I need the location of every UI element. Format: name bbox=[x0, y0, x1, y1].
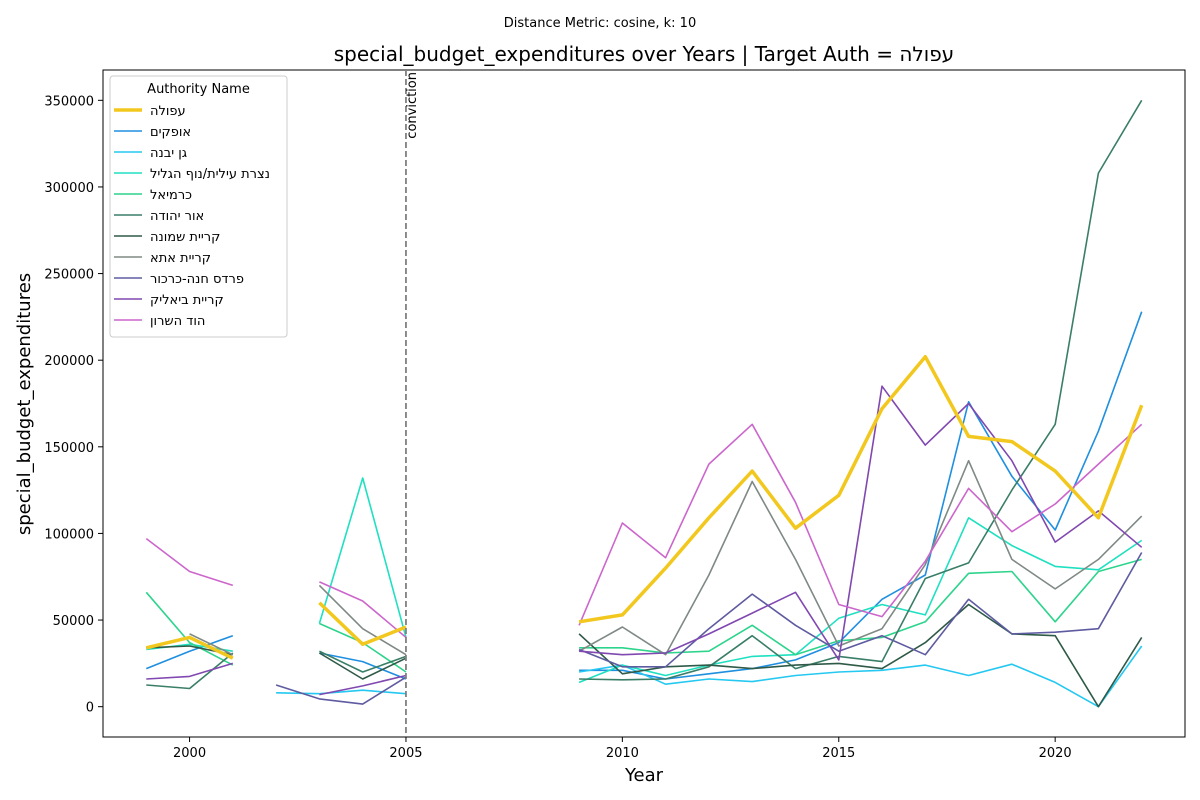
legend-label: פרדס חנה-כרכור bbox=[150, 272, 244, 287]
series-line bbox=[578, 645, 1143, 708]
series-line bbox=[276, 689, 407, 695]
legend-label: נצרת עילית/נוף הגליל bbox=[150, 167, 270, 182]
chart-suptitle: Distance Metric: cosine, k: 10 bbox=[504, 16, 696, 31]
y-axis: 0 50000 100000 150000 200000 250000 300000 3500… bbox=[44, 94, 103, 716]
series-line bbox=[318, 477, 407, 638]
series-line bbox=[579, 558, 1142, 656]
series-line bbox=[319, 581, 407, 639]
x-tick-label: 2015 bbox=[822, 746, 855, 761]
legend-label: הוד השרון bbox=[150, 314, 205, 329]
series-line bbox=[319, 674, 407, 696]
legend-label: כרמיאל bbox=[150, 188, 192, 203]
series-line bbox=[145, 591, 234, 666]
series-line bbox=[578, 552, 1143, 668]
series-line bbox=[275, 676, 407, 705]
series-line bbox=[578, 459, 1143, 656]
series-line bbox=[578, 603, 1143, 708]
legend-label: גן יבנה bbox=[150, 146, 187, 161]
series-line bbox=[145, 537, 234, 587]
y-tick-label: 250000 bbox=[44, 268, 94, 283]
series-line bbox=[579, 385, 1143, 661]
y-tick-label: 300000 bbox=[44, 181, 94, 196]
chart-title: special_budget_expenditures over Years |… bbox=[334, 42, 954, 66]
y-tick-label: 50000 bbox=[53, 614, 94, 629]
legend-label: אופקים bbox=[150, 125, 191, 140]
x-tick-label: 2010 bbox=[606, 746, 639, 761]
series-line bbox=[578, 423, 1143, 626]
y-tick-label: 100000 bbox=[44, 527, 94, 542]
series-line bbox=[189, 633, 234, 656]
x-tick-label: 2005 bbox=[389, 746, 422, 761]
series-line bbox=[146, 652, 234, 690]
legend-box bbox=[109, 75, 288, 338]
y-tick-label: 350000 bbox=[44, 94, 94, 109]
legend: Authority Name עפולה אופקים גן יבנה נצרת עיל… bbox=[109, 75, 288, 338]
series-line bbox=[145, 635, 234, 660]
plot-frame bbox=[102, 69, 1186, 738]
series-line bbox=[579, 311, 1143, 680]
legend-label: קריית שמונה bbox=[150, 230, 220, 245]
x-axis: 2000 2005 2010 2015 2020 bbox=[173, 737, 1072, 761]
series-line bbox=[146, 634, 234, 670]
series-line bbox=[579, 99, 1143, 681]
series-line bbox=[578, 354, 1144, 624]
x-tick-label: 2020 bbox=[1039, 746, 1072, 761]
legend-label: אור יהודה bbox=[150, 209, 204, 224]
series-line bbox=[319, 652, 407, 680]
series-line bbox=[318, 652, 407, 680]
series-line bbox=[578, 516, 1143, 684]
legend-label: קריית אתא bbox=[150, 251, 211, 266]
x-tick-label: 2000 bbox=[173, 746, 206, 761]
x-axis-label: Year bbox=[624, 765, 664, 786]
legend-label: קריית ביאליק bbox=[150, 293, 224, 308]
y-axis-label: special_budget_expenditures bbox=[14, 273, 35, 535]
series-line bbox=[146, 662, 234, 680]
legend-label: עפולה bbox=[150, 104, 186, 119]
series-line bbox=[318, 601, 407, 647]
series-line bbox=[319, 650, 407, 673]
legend-title: Authority Name bbox=[147, 82, 250, 97]
y-tick-label: 200000 bbox=[44, 354, 94, 369]
annotation-label: conviction bbox=[405, 72, 420, 139]
y-tick-label: 150000 bbox=[44, 441, 94, 456]
series-line bbox=[318, 584, 407, 656]
y-tick-label: 0 bbox=[86, 701, 94, 716]
